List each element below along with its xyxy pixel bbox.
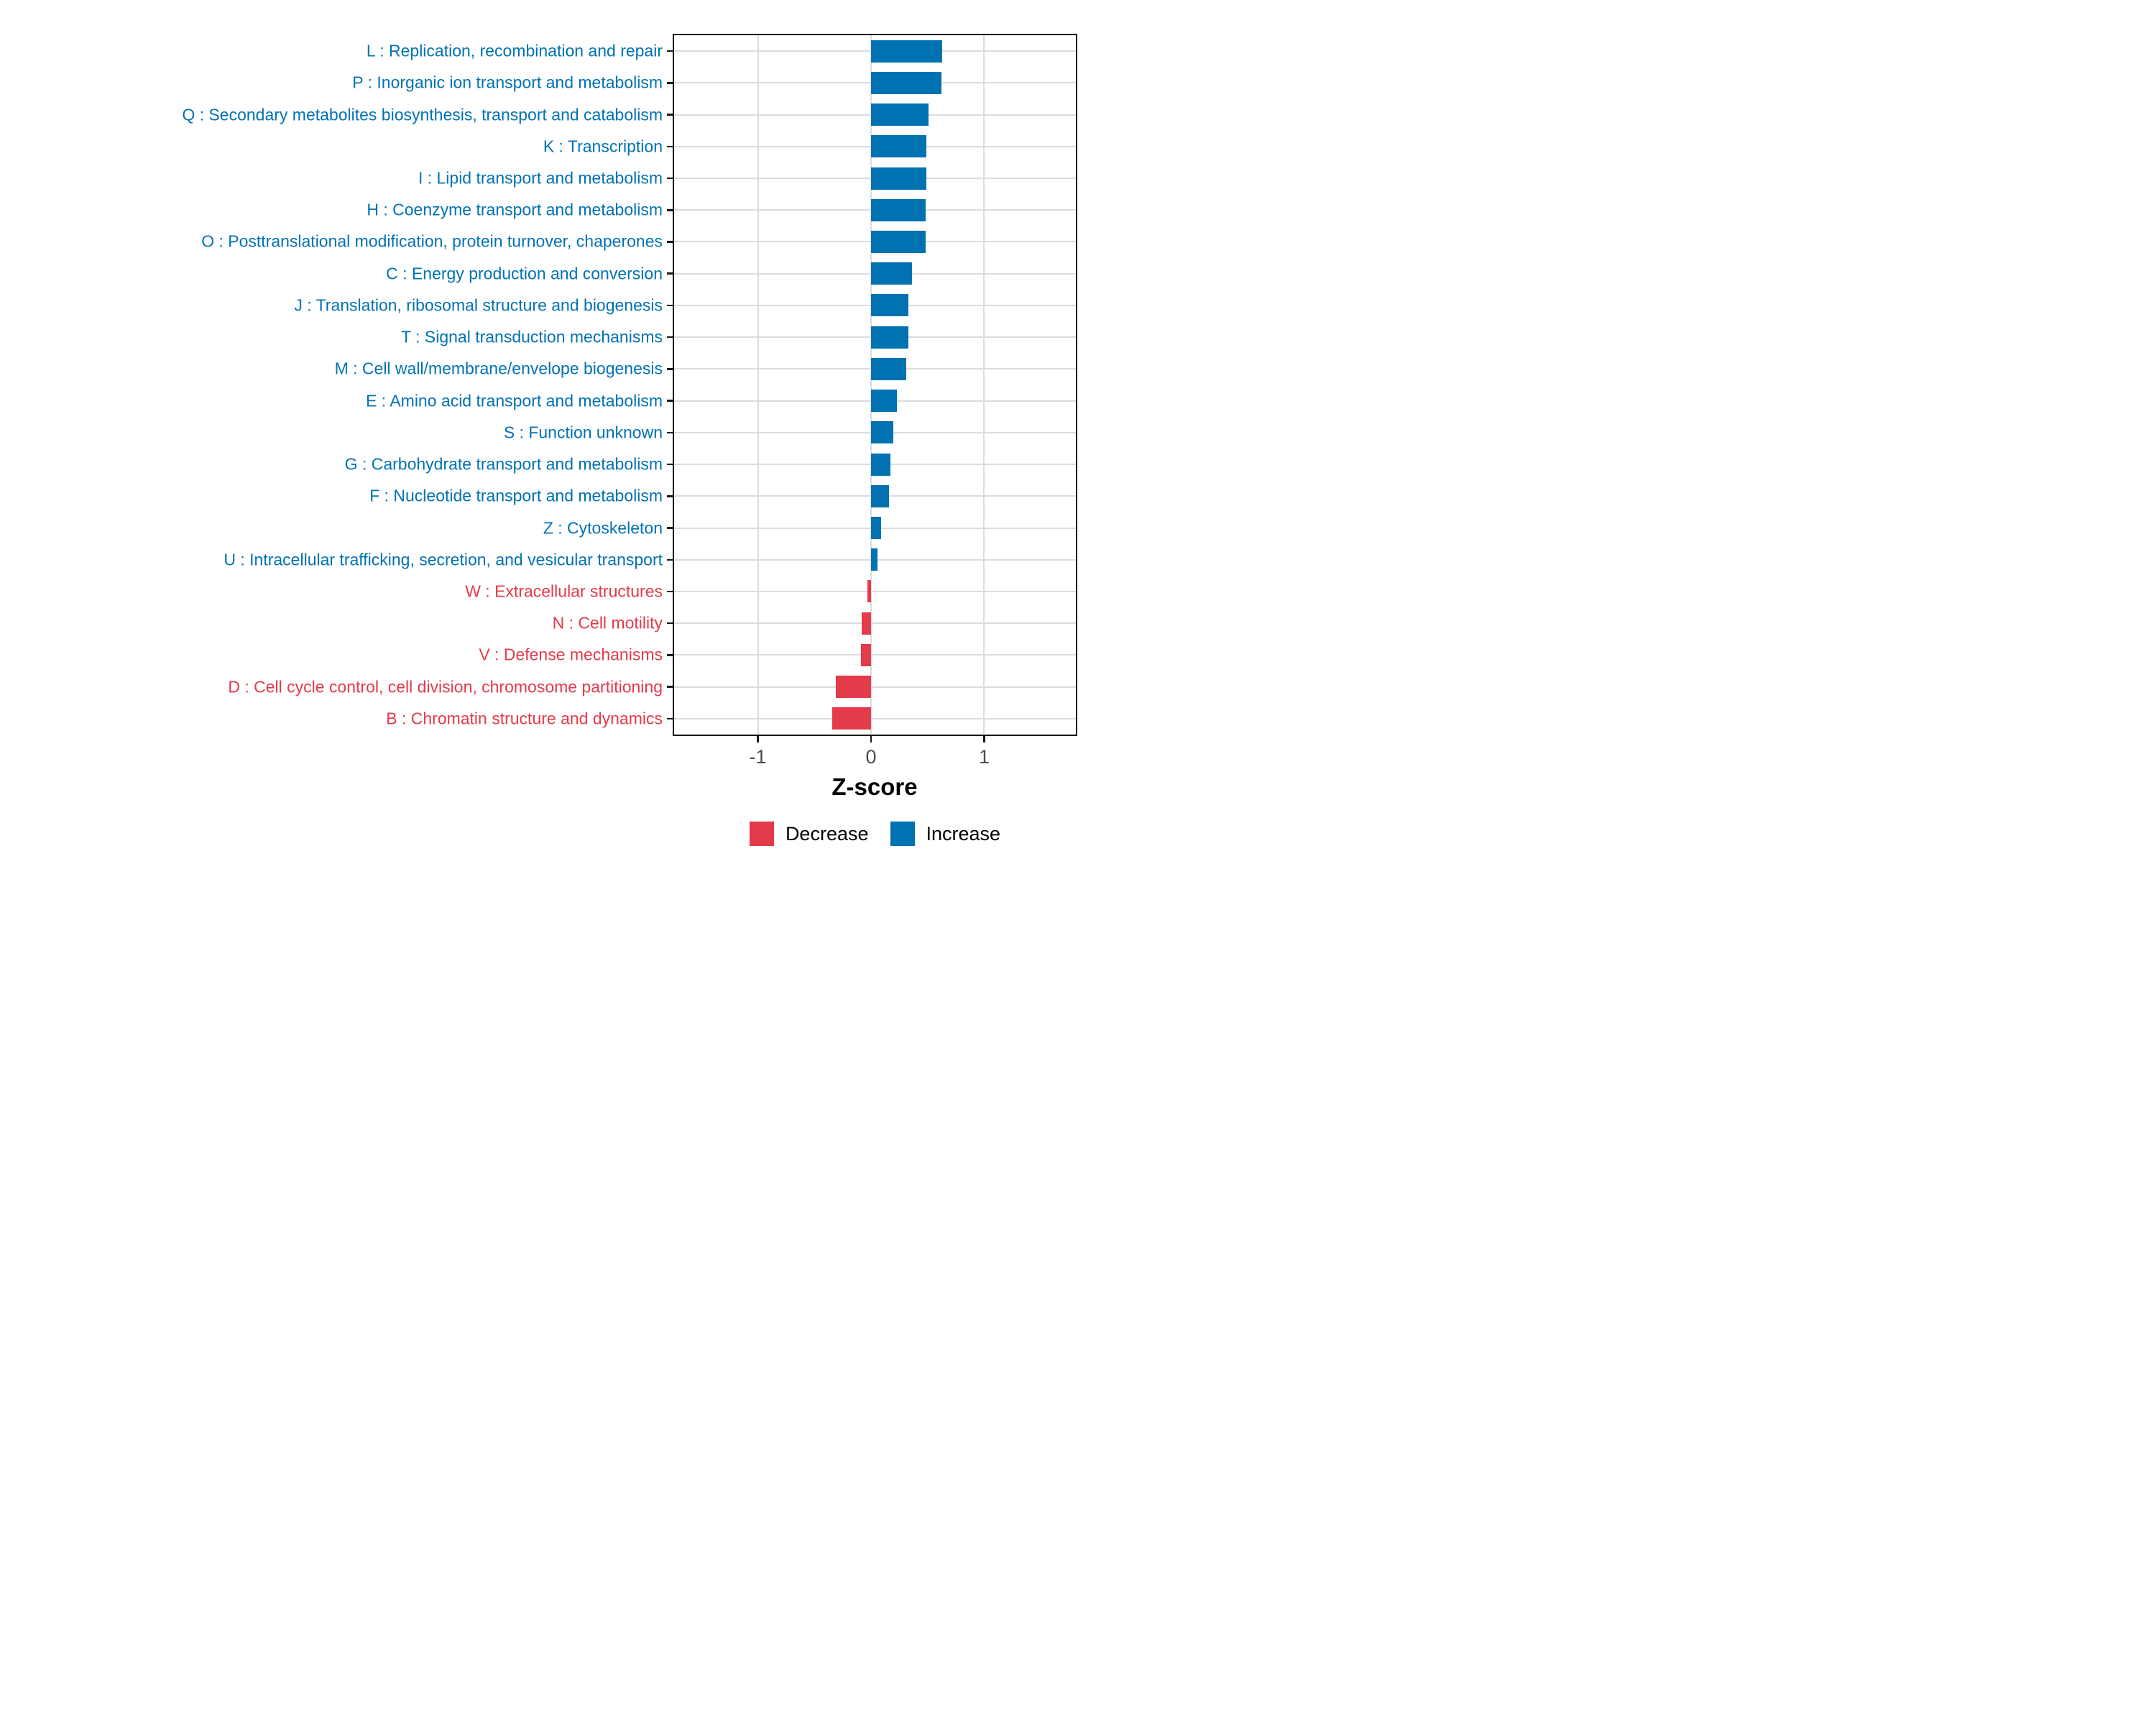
y-axis-tick [667,400,673,402]
y-axis-tick [667,717,673,720]
legend-swatch-decrease-icon [749,822,774,846]
y-axis-tick [667,431,673,434]
bar-V [860,643,871,666]
y-label-B: B : Chromatin structure and dynamics [386,709,663,728]
y-label-S: S : Function unknown [503,423,663,442]
bar-U [870,548,878,571]
y-label-D: D : Cell cycle control, cell division, c… [228,677,663,696]
y-axis-ticks [667,35,673,735]
x-tick-label: 0 [865,746,877,768]
y-axis-tick [667,590,673,593]
gridline-vertical [870,35,872,735]
bar-P [870,71,941,94]
bar-C [870,262,912,285]
gridline-horizontal [674,654,1076,656]
gridline-vertical [757,35,759,735]
bar-T [870,326,908,349]
y-label-M: M : Cell wall/membrane/envelope biogenes… [334,359,663,378]
bar-S [870,421,894,444]
y-label-J: J : Translation, ribosomal structure and… [294,295,663,315]
y-label-O: O : Posttranslational modification, prot… [201,231,663,251]
y-axis-tick [667,82,673,84]
bar-I [870,167,927,190]
gridline-horizontal [674,717,1076,719]
x-axis-title: Z-score [831,773,918,800]
y-axis-labels: L : Replication, recombination and repai… [0,35,663,735]
bar-W [867,580,871,603]
plot-panel [673,34,1077,736]
bar-M [870,357,906,380]
y-label-W: W : Extracellular structures [465,581,663,601]
y-axis-tick [667,463,673,466]
y-label-I: I : Lipid transport and metabolism [418,168,663,188]
gridline-horizontal [674,686,1076,688]
y-axis-tick [667,209,673,211]
legend-swatch-increase-icon [890,822,915,846]
y-axis-tick [667,622,673,625]
y-axis-tick [667,336,673,339]
y-label-Q: Q : Secondary metabolites biosynthesis, … [182,104,663,124]
y-axis-tick [667,304,673,307]
plot-area [674,35,1076,735]
y-label-Z: Z : Cytoskeleton [543,518,663,537]
y-axis-tick [667,495,673,497]
y-label-H: H : Coenzyme transport and metabolism [367,200,663,219]
y-label-K: K : Transcription [543,137,663,156]
bar-J [870,294,908,317]
bar-Q [870,104,929,126]
y-axis-tick [667,686,673,688]
legend-item-decrease: Decrease [749,822,869,846]
bar-F [870,484,890,507]
y-label-V: V : Defense mechanisms [479,645,663,664]
y-label-N: N : Cell motility [552,613,663,632]
bar-E [870,390,898,413]
y-label-C: C : Energy production and conversion [386,264,663,283]
legend-label-increase: Increase [926,822,1001,845]
y-label-F: F : Nucleotide transport and metabolism [369,486,663,505]
legend: Decrease Increase [673,819,1077,848]
x-tick-label: -1 [749,746,767,768]
y-label-U: U : Intracellular trafficking, secretion… [224,550,663,569]
y-label-L: L : Replication, recombination and repai… [366,41,663,60]
x-axis-tick [870,736,872,742]
bar-H [870,198,926,221]
bar-N [862,612,871,635]
bar-B [832,707,871,730]
y-axis-tick [667,558,673,561]
y-axis-tick [667,177,673,180]
bar-D [836,676,871,699]
x-axis-tick [983,736,985,742]
x-axis-tick [757,736,759,742]
y-axis-tick [667,241,673,243]
bar-O [870,230,926,253]
bar-K [870,135,927,158]
legend-item-increase: Increase [890,822,1001,846]
gridline-vertical [983,35,985,735]
y-axis-tick [667,50,673,52]
y-axis-tick [667,145,673,148]
gridline-horizontal [674,622,1076,625]
y-axis-tick [667,114,673,116]
bar-G [870,453,890,476]
y-axis-tick [667,272,673,275]
y-label-G: G : Carbohydrate transport and metabolis… [344,454,663,474]
y-axis-tick [667,368,673,370]
legend-label-decrease: Decrease [785,822,869,845]
bar-L [870,40,943,63]
cog-zscore-bar-chart: L : Replication, recombination and repai… [0,0,1078,862]
y-axis-tick [667,654,673,656]
y-label-P: P : Inorganic ion transport and metaboli… [352,73,663,92]
x-tick-label: 1 [978,746,990,768]
y-axis-tick [667,527,673,529]
y-label-E: E : Amino acid transport and metabolism [366,390,663,410]
x-axis: -1 0 1 [674,736,1076,786]
bar-Z [870,517,882,540]
y-label-T: T : Signal transduction mechanisms [401,327,663,346]
gridline-horizontal [674,590,1076,592]
